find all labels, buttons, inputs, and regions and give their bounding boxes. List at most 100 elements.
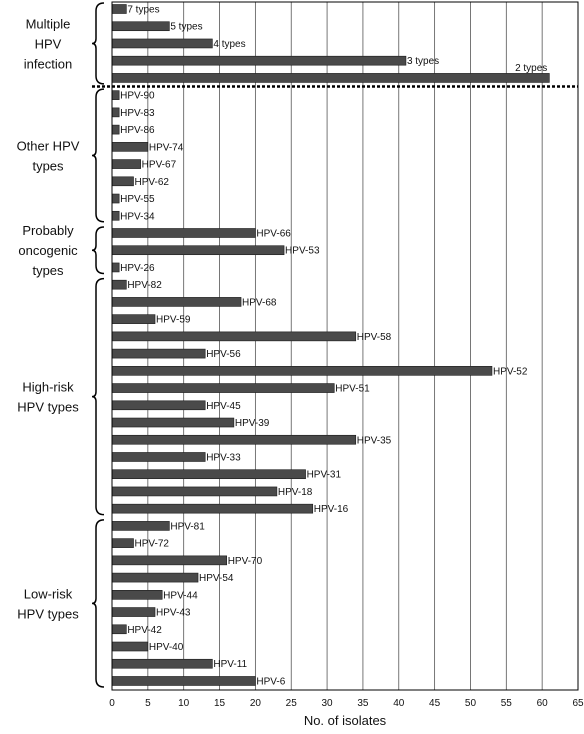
bar <box>111 331 357 342</box>
bar-labels: 7 types 5 types 4 types 3 types 2 types HPV-9… <box>120 5 547 688</box>
bar <box>111 193 120 204</box>
bar-label: HPV-82 <box>127 280 162 291</box>
bar-label: HPV-31 <box>307 470 342 481</box>
bar-label: HPV-86 <box>120 125 155 136</box>
bar-label: HPV-51 <box>335 384 370 395</box>
bar <box>111 142 149 152</box>
bar <box>111 348 206 359</box>
bar-label: HPV-81 <box>170 521 205 532</box>
bar <box>111 38 213 49</box>
group-brace <box>91 88 105 223</box>
bar <box>111 503 314 514</box>
bar-label: HPV-55 <box>120 194 155 205</box>
bar-label: HPV-42 <box>127 625 162 636</box>
x-tick-label: 20 <box>250 698 262 709</box>
group-label: Multiple <box>26 16 71 31</box>
bar <box>111 434 357 445</box>
bar-label: HPV-72 <box>135 539 170 550</box>
bar-label: HPV-70 <box>228 556 263 567</box>
bar-label: HPV-83 <box>120 108 155 119</box>
bar-label: HPV-16 <box>314 504 349 515</box>
x-tick-label: 65 <box>572 698 584 709</box>
bar-label: HPV-54 <box>199 573 234 584</box>
bar-label: HPV-26 <box>120 263 155 274</box>
bar <box>111 521 170 531</box>
grid-lines <box>147 2 543 690</box>
group-label: infection <box>24 56 72 71</box>
bar <box>111 314 156 324</box>
bar <box>111 572 199 583</box>
bar <box>111 366 493 376</box>
bar-label: HPV-11 <box>213 659 247 670</box>
group-label: HPV types <box>17 400 79 415</box>
bar <box>111 469 306 480</box>
bar-label: HPV-44 <box>163 590 198 601</box>
x-tick-label: 0 <box>109 698 115 709</box>
x-tick-label: 10 <box>178 698 190 709</box>
bar <box>111 555 228 566</box>
bar-label: HPV-43 <box>156 608 191 619</box>
x-tick-label: 55 <box>501 698 513 709</box>
bar <box>111 107 120 118</box>
bar <box>111 590 163 600</box>
group-brace <box>91 277 105 516</box>
bar-label: 3 types <box>407 56 439 67</box>
bar <box>111 452 206 462</box>
bar <box>111 55 407 66</box>
bar-label: HPV-66 <box>256 228 291 239</box>
x-tick-labels: 0 5 10 15 20 25 30 35 40 45 50 55 60 65 <box>109 698 584 709</box>
bar-label: HPV-59 <box>156 315 191 326</box>
group-label: types <box>32 158 64 173</box>
group-brace <box>91 519 105 688</box>
bar <box>111 124 120 135</box>
group-label: Other HPV <box>17 138 80 153</box>
bar <box>111 73 550 83</box>
bar <box>111 21 170 32</box>
bar-label: HPV-74 <box>149 142 184 153</box>
bar <box>111 228 256 238</box>
bar <box>111 176 134 187</box>
bar-label: HPV-6 <box>256 676 285 687</box>
bars <box>111 4 550 686</box>
bar <box>111 486 278 497</box>
x-axis-title: No. of isolates <box>304 713 387 728</box>
group-label: types <box>32 263 64 278</box>
bar <box>111 624 127 635</box>
group-label: High-risk <box>22 380 74 395</box>
bar-label: HPV-56 <box>206 349 241 360</box>
group-brace <box>91 2 105 85</box>
bar <box>111 279 127 290</box>
group-label: HPV types <box>17 606 79 621</box>
bar-label: HPV-18 <box>278 487 313 498</box>
x-tick-label: 25 <box>286 698 298 709</box>
bar-label: HPV-52 <box>493 366 528 377</box>
x-tick-label: 60 <box>537 698 549 709</box>
x-tick-label: 35 <box>357 698 369 709</box>
x-tick-label: 5 <box>145 698 151 709</box>
group-brace <box>91 226 105 275</box>
x-tick-label: 40 <box>393 698 405 709</box>
group-label: Probably <box>22 223 74 238</box>
bar-label: HPV-67 <box>142 160 177 171</box>
bar-label: HPV-90 <box>120 91 155 102</box>
bar-label: HPV-62 <box>135 177 170 188</box>
bar-label: HPV-35 <box>357 435 392 446</box>
bar-label: HPV-40 <box>149 642 184 653</box>
bar <box>111 90 120 100</box>
bar <box>111 538 134 548</box>
group-label: oncogenic <box>18 243 78 258</box>
x-tick-label: 30 <box>322 698 334 709</box>
bar <box>111 607 156 617</box>
group-label: Low-risk <box>24 586 73 601</box>
bar-label: HPV-53 <box>285 246 320 257</box>
bar-label: 4 types <box>213 39 245 50</box>
x-tick-label: 45 <box>429 698 441 709</box>
bar <box>111 4 127 14</box>
bar <box>111 383 335 393</box>
bar-label: HPV-68 <box>242 297 277 308</box>
bar <box>111 297 242 307</box>
bar-label: HPV-34 <box>120 211 155 222</box>
bar <box>111 641 149 652</box>
bar-label: HPV-45 <box>206 401 241 412</box>
